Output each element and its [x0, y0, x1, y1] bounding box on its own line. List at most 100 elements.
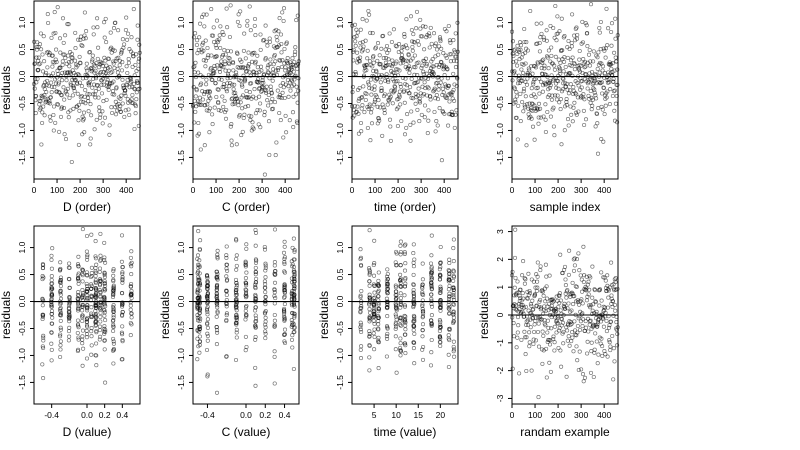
data-point	[197, 343, 202, 348]
data-point	[195, 269, 201, 274]
data-point	[366, 8, 371, 14]
data-point	[575, 323, 580, 329]
data-point	[128, 292, 133, 297]
data-point	[55, 5, 60, 10]
data-point	[376, 98, 381, 103]
data-point	[605, 89, 610, 94]
data-point	[263, 90, 269, 95]
data-point	[39, 95, 44, 100]
data-point	[272, 318, 277, 323]
data-point	[587, 96, 592, 101]
data-point	[565, 306, 570, 311]
data-point	[275, 38, 280, 43]
data-point	[438, 298, 443, 303]
data-point	[594, 309, 599, 314]
data-point	[522, 26, 527, 32]
data-point	[535, 274, 540, 279]
data-point	[411, 340, 416, 345]
data-point	[562, 34, 567, 39]
data-point	[274, 34, 279, 39]
data-point	[132, 126, 137, 132]
data-point	[107, 132, 112, 137]
data-point	[523, 61, 528, 66]
data-point	[254, 276, 259, 281]
data-point	[47, 114, 52, 119]
data-point	[224, 107, 229, 113]
data-point	[66, 338, 71, 343]
data-point	[402, 304, 407, 309]
data-point	[512, 69, 517, 74]
data-point	[102, 331, 107, 336]
data-point	[129, 311, 134, 316]
data-point	[282, 332, 287, 337]
data-point	[286, 94, 291, 99]
data-point	[358, 27, 363, 32]
data-point	[290, 310, 295, 315]
data-point	[564, 295, 569, 300]
data-point	[98, 303, 103, 308]
data-point	[218, 24, 223, 29]
data-point	[125, 31, 131, 36]
data-point	[94, 341, 99, 346]
y-tick-label: 2	[495, 257, 505, 262]
data-point	[385, 78, 390, 83]
data-point	[125, 70, 130, 76]
data-point	[202, 24, 207, 29]
data-point	[263, 325, 268, 330]
data-point	[561, 329, 566, 334]
data-point	[531, 92, 536, 97]
data-point	[527, 116, 532, 121]
data-point	[376, 302, 381, 307]
data-point	[527, 340, 532, 345]
data-point	[215, 330, 220, 335]
data-point	[367, 12, 372, 17]
data-point	[40, 344, 45, 349]
data-point	[571, 349, 576, 354]
data-point	[599, 298, 604, 303]
data-point	[572, 294, 577, 299]
data-point	[69, 51, 75, 57]
data-point	[599, 136, 604, 142]
data-point	[552, 340, 557, 345]
data-point	[196, 295, 201, 300]
data-point	[381, 33, 386, 38]
data-point	[568, 291, 574, 296]
x-tick-label: 0.4	[279, 410, 291, 420]
data-point	[385, 271, 390, 277]
data-point	[534, 21, 539, 26]
data-point	[532, 64, 537, 69]
data-point	[273, 296, 278, 301]
data-point	[376, 366, 381, 371]
data-point	[557, 326, 562, 331]
data-point	[362, 63, 367, 68]
data-point	[531, 80, 536, 85]
x-tick-label: 200	[551, 410, 565, 420]
data-point	[214, 328, 220, 333]
data-point	[291, 270, 296, 275]
data-point	[49, 257, 54, 262]
data-point	[584, 298, 589, 303]
data-point	[451, 315, 456, 320]
data-point	[371, 313, 377, 318]
data-point	[402, 313, 407, 318]
data-point	[90, 53, 95, 58]
data-point	[120, 60, 125, 65]
data-point	[439, 158, 444, 163]
data-point	[561, 76, 566, 82]
data-point	[418, 26, 423, 31]
data-point	[575, 358, 580, 363]
data-point	[376, 338, 381, 343]
data-point	[515, 43, 520, 48]
data-point	[49, 311, 54, 316]
x-axis-title: D (order)	[63, 200, 111, 214]
data-point	[32, 86, 37, 91]
data-point	[51, 128, 56, 133]
y-tick-label: 1.0	[335, 241, 345, 253]
data-point	[570, 119, 575, 124]
x-tick-label: 0	[191, 185, 196, 195]
data-point	[282, 317, 287, 322]
data-point	[600, 353, 605, 358]
data-point	[253, 334, 258, 340]
data-point	[279, 41, 284, 47]
data-point	[59, 92, 64, 97]
